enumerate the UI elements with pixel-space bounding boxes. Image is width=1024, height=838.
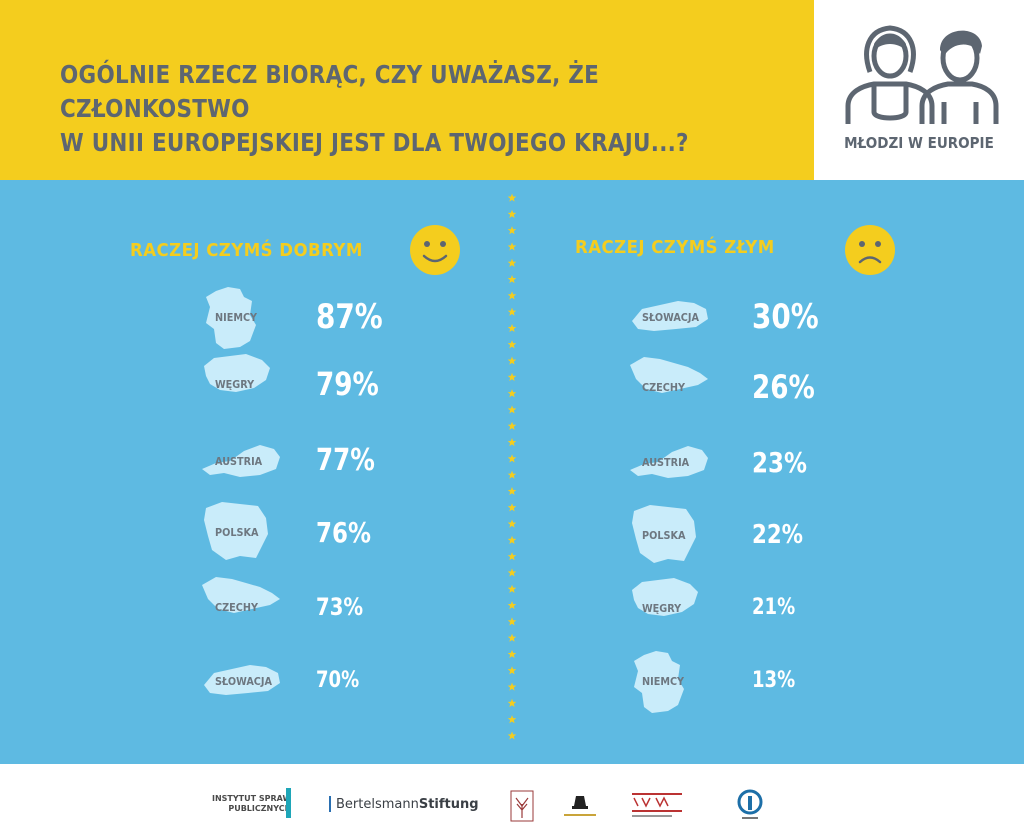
good-percentage-1: 79% xyxy=(316,365,379,404)
good-country-shape-1 xyxy=(204,354,270,392)
divider-star-19 xyxy=(507,503,517,512)
good-country-label-0: NIEMCY xyxy=(215,311,258,324)
bertelsmann-logo-b: Stiftung xyxy=(418,797,479,812)
good-percentage-4: 73% xyxy=(316,593,364,622)
good-country-label-2: AUSTRIA xyxy=(215,455,263,468)
divider-star-21 xyxy=(507,535,517,544)
title-good: RACZEJ CZYMŚ DOBRYM xyxy=(130,240,363,261)
divider-star-18 xyxy=(507,486,517,496)
divider-star-8 xyxy=(507,323,517,333)
divider-star-0 xyxy=(507,193,517,202)
political-capital-logo-icon xyxy=(564,796,596,816)
divider-star-27 xyxy=(507,633,517,642)
institute-logo-icon xyxy=(510,790,534,822)
divider-star-2 xyxy=(507,226,517,235)
good-percentage-3: 76% xyxy=(316,515,371,549)
title-bad: RACZEJ CZYMŚ ZŁYM xyxy=(575,237,775,258)
footer xyxy=(0,764,1024,838)
divider-star-10 xyxy=(507,356,517,365)
divider-star-15 xyxy=(507,438,517,447)
isp-logo-line-2: PUBLICZNYCH xyxy=(228,804,292,813)
survey-question-line-1: OGÓLNIE RZECZ BIORĄC, CZY UWAŻASZ, ŻE CZ… xyxy=(60,60,600,123)
bad-percentage-0: 30% xyxy=(752,296,819,337)
divider-star-12 xyxy=(507,389,517,398)
divider-star-20 xyxy=(507,519,517,528)
bad-country-shape-1 xyxy=(630,357,708,393)
bad-country-shape-3 xyxy=(632,505,696,563)
good-country-label-4: CZECHY xyxy=(215,601,258,614)
good-country-label-3: POLSKA xyxy=(215,526,259,539)
divider-star-32 xyxy=(507,715,517,724)
divider-star-7 xyxy=(507,307,517,316)
divider-star-16 xyxy=(507,454,517,463)
divider-star-9 xyxy=(507,340,517,349)
divider-star-17 xyxy=(507,470,517,479)
iwm-logo-icon xyxy=(632,793,682,817)
divider-star-28 xyxy=(507,649,517,659)
good-country-label-5: SŁOWACJA xyxy=(215,675,273,688)
young-people-icon xyxy=(845,25,999,124)
bad-country-shape-0 xyxy=(632,301,708,331)
bad-country-shape-5 xyxy=(634,651,684,713)
bad-country-shape-4 xyxy=(632,578,698,616)
isp-logo-line-1: INSTYTUT SPRAW xyxy=(212,794,292,803)
divider-star-5 xyxy=(507,275,517,284)
isp-logo: INSTYTUT SPRAW PUBLICZNYCH xyxy=(212,794,291,814)
divider-star-31 xyxy=(507,698,517,707)
bad-percentage-4: 21% xyxy=(752,595,796,621)
smiley-face-icon xyxy=(410,225,460,275)
divider-star-3 xyxy=(507,242,517,251)
divider-star-14 xyxy=(507,421,517,430)
bad-country-label-0: SŁOWACJA xyxy=(642,311,700,324)
good-country-shape-3 xyxy=(204,502,268,560)
bad-percentage-2: 23% xyxy=(752,445,807,479)
bad-percentage-3: 22% xyxy=(752,519,804,550)
divider-star-4 xyxy=(507,258,517,267)
survey-question-line-2: W UNII EUROPEJSKIEJ JEST DLA TWOJEGO KRA… xyxy=(60,128,689,157)
divider-star-24 xyxy=(507,584,517,593)
divider-star-26 xyxy=(507,617,517,626)
brand-label: MŁODZI W EUROPIE xyxy=(844,134,994,152)
bad-country-shape-2 xyxy=(630,446,708,478)
isp-logo-bar xyxy=(286,788,291,818)
bad-country-label-5: NIEMCY xyxy=(642,675,685,688)
good-country-label-1: WĘGRY xyxy=(215,378,255,391)
bertelsmann-logo: BertelsmannStiftung xyxy=(336,797,479,812)
divider-star-13 xyxy=(507,405,517,414)
good-country-shape-0 xyxy=(206,287,256,349)
bad-country-label-2: AUSTRIA xyxy=(642,456,690,469)
divider-star-23 xyxy=(507,568,517,577)
bad-percentage-1: 26% xyxy=(752,368,815,407)
divider-star-30 xyxy=(507,682,517,691)
bertelsmann-logo-bar xyxy=(329,796,331,812)
bad-country-label-4: WĘGRY xyxy=(642,602,682,615)
bad-country-label-1: CZECHY xyxy=(642,381,685,394)
good-country-shape-2 xyxy=(202,445,280,477)
good-percentage-2: 77% xyxy=(316,443,375,479)
bad-country-label-3: POLSKA xyxy=(642,529,686,542)
divider-star-29 xyxy=(507,666,517,675)
good-country-shape-5 xyxy=(204,665,280,695)
divider-star-22 xyxy=(507,552,517,561)
good-percentage-5: 70% xyxy=(316,668,360,694)
round-institute-logo-icon xyxy=(737,789,763,819)
bad-percentage-5: 13% xyxy=(752,668,796,694)
sad-face-icon xyxy=(845,225,895,275)
header-banner xyxy=(0,0,814,180)
survey-question: OGÓLNIE RZECZ BIORĄC, CZY UWAŻASZ, ŻE CZ… xyxy=(60,58,696,160)
star-divider xyxy=(507,193,517,740)
good-percentage-0: 87% xyxy=(316,296,383,337)
good-country-shape-4 xyxy=(202,577,280,613)
divider-star-11 xyxy=(507,372,517,381)
divider-star-6 xyxy=(507,291,517,300)
divider-star-33 xyxy=(507,731,517,740)
bertelsmann-logo-a: Bertelsmann xyxy=(336,797,419,812)
divider-star-25 xyxy=(507,601,517,610)
divider-star-1 xyxy=(507,209,517,218)
